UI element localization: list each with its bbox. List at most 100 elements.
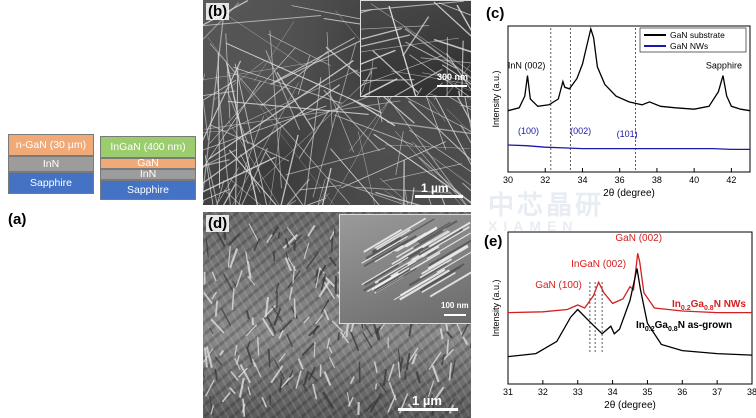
nanowire-spike — [290, 306, 298, 320]
nanowire-spike — [278, 377, 283, 393]
nanowire — [249, 82, 365, 191]
nanowire-spike — [308, 366, 316, 381]
nanowire-spike — [388, 381, 397, 401]
x-tick-label: 32 — [540, 175, 550, 185]
layer-sapphire: Sapphire — [8, 172, 94, 194]
nanowire-spike — [374, 383, 378, 390]
nanowire-spike — [234, 344, 238, 357]
peak-label: (101) — [617, 129, 638, 139]
nanowire-spike — [242, 398, 246, 417]
y-axis-label: Intensity (a.u.) — [491, 279, 501, 336]
nanowire — [375, 191, 421, 205]
nanowire-spike — [291, 234, 303, 246]
nanowire-spike — [373, 361, 378, 374]
nanowire-bundle — [413, 230, 444, 249]
peak-label: GaN (002) — [615, 233, 662, 244]
nanowire — [428, 93, 438, 96]
peak-label: GaN (100) — [535, 280, 582, 291]
nanowire — [225, 62, 259, 205]
nanowire-spike — [239, 363, 252, 384]
nanowire-spike — [328, 256, 337, 267]
nanowire-spike — [264, 296, 270, 317]
nanowire-spike — [313, 342, 316, 358]
nanowire-bundle — [429, 271, 471, 298]
label-text: Ga — [655, 320, 669, 331]
nanowire-bundle — [436, 251, 471, 273]
nanowire — [235, 66, 239, 205]
nanowire-bundle — [363, 239, 409, 267]
nanowire-spike — [245, 346, 253, 364]
nanowire — [208, 60, 354, 160]
nanowire-spike — [237, 367, 248, 379]
nanowire-bundle — [374, 267, 410, 289]
nanowire-spike — [305, 251, 320, 270]
nanowire-spike — [320, 299, 330, 314]
nanowire-spike — [238, 377, 245, 398]
nanowire-spike — [253, 238, 261, 252]
nanowire-bundle — [421, 245, 469, 275]
legend-entry: GaN NWs — [670, 41, 708, 51]
panel-e-label: (e) — [484, 233, 502, 250]
nanowire-spike — [214, 368, 218, 381]
nanowire — [216, 180, 225, 205]
nanowire-bundle — [428, 239, 471, 267]
scale-bar-inset-d — [444, 314, 466, 316]
nanowire-spike — [245, 324, 258, 337]
nanowire — [357, 131, 376, 205]
nanowire — [330, 148, 380, 205]
nanowire — [203, 59, 330, 81]
nanowire-spike — [221, 392, 231, 403]
nanowire — [204, 154, 214, 205]
nanowire-spike — [284, 257, 293, 272]
nanowire — [433, 38, 471, 53]
label-subscript: 0.2 — [645, 326, 655, 333]
nanowire — [203, 159, 230, 167]
nanowire-spike — [286, 333, 294, 348]
nanowire — [352, 99, 396, 127]
label-text: N as-grown — [678, 320, 732, 331]
layer-n-gan: n-GaN (30 µm) — [8, 134, 94, 156]
plot-frame — [507, 25, 751, 173]
x-tick-label: 36 — [677, 387, 687, 397]
x-tick-label: 31 — [503, 387, 513, 397]
nanowire-spike — [372, 321, 380, 341]
nanowire — [414, 144, 466, 205]
watermark-line2: XIAMEN — [488, 218, 579, 234]
nanowire-bundle — [426, 232, 471, 260]
nanowire-spike — [273, 307, 282, 327]
nanowire — [441, 64, 471, 85]
nanowire-spike — [451, 359, 456, 379]
nanowire-spike — [318, 280, 331, 298]
nanowire — [355, 186, 452, 194]
x-tick-label: 32 — [538, 387, 548, 397]
nanowire-spike — [247, 275, 256, 286]
nanowire-spike — [203, 382, 205, 385]
nanowire-bundle — [419, 265, 461, 292]
nanowire-spike — [303, 243, 310, 260]
label-subscript: 0.8 — [668, 326, 678, 333]
nanowire-spike — [266, 234, 273, 243]
nanowire-bundle — [418, 220, 458, 244]
label-text: In — [636, 320, 645, 331]
nanowire — [203, 99, 209, 141]
nanowire — [222, 183, 236, 205]
nanowire-bundle — [361, 235, 408, 264]
peak-label: InGaN (002) — [571, 259, 626, 270]
x-axis-label: 2θ (degree) — [604, 400, 656, 411]
nanowire-spike — [261, 396, 268, 408]
nanowire-spike — [323, 281, 336, 300]
nanowire-bundle — [408, 262, 448, 287]
nanowire-spike — [326, 338, 330, 350]
nanowire-spike — [272, 250, 276, 262]
nanowire-bundle — [371, 241, 401, 260]
nanowire-spike — [229, 248, 239, 269]
x-tick-label: 30 — [503, 175, 513, 185]
nanowire — [409, 54, 469, 96]
nanowire — [273, 37, 356, 83]
nanowire-spike — [278, 353, 286, 363]
nanowire-spike — [211, 271, 217, 282]
nanowire — [425, 82, 443, 96]
label-subscript: 0.8 — [704, 305, 714, 312]
nanowire-spike — [307, 224, 316, 237]
watermark-line1: 中芯晶研 — [488, 190, 605, 220]
